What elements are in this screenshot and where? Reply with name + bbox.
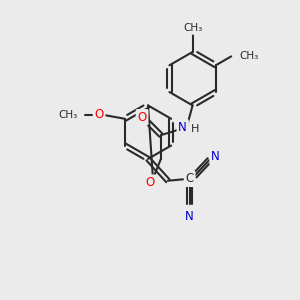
Text: O: O (137, 111, 147, 124)
Text: CH₃: CH₃ (239, 51, 258, 62)
Text: CH₃: CH₃ (183, 23, 202, 33)
Text: N: N (185, 210, 194, 223)
Text: N: N (211, 150, 220, 164)
Text: CH₃: CH₃ (58, 110, 77, 120)
Text: O: O (146, 176, 154, 189)
Text: C: C (185, 172, 194, 185)
Text: H: H (190, 124, 199, 134)
Text: O: O (94, 108, 104, 121)
Text: N: N (178, 121, 187, 134)
